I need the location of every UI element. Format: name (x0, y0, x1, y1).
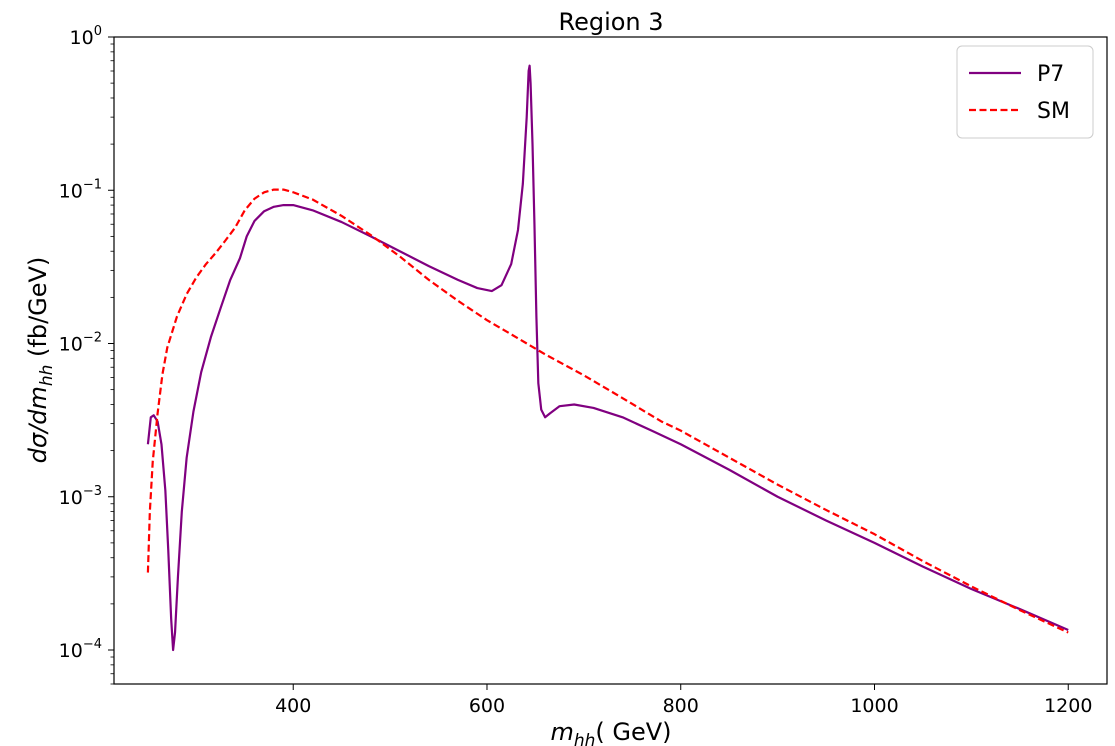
y-axis-label: dσ/dmhh (fb/GeV) (24, 257, 57, 464)
y-tick-exponent: −4 (83, 637, 102, 652)
legend-box (956, 45, 1094, 139)
y-tick-label: 10−3 (59, 484, 102, 509)
y-axis-label-main: dσ/dm (24, 386, 52, 463)
y-tick-exponent: 0 (94, 24, 102, 39)
chart-title: Region 3 (558, 8, 663, 36)
axes-frame (113, 36, 1108, 685)
x-tick-label: 400 (275, 695, 311, 717)
x-tick-label: 600 (469, 695, 505, 717)
y-tick-base: 10 (70, 27, 94, 49)
x-tick-label: 800 (663, 695, 699, 717)
y-tick-exponent: −2 (83, 331, 102, 346)
plot-area (146, 64, 1069, 652)
y-tick-label: 10−4 (59, 637, 102, 662)
legend-label-sm: SM (1037, 99, 1070, 124)
x-axis-label-rest: ( GeV) (595, 718, 671, 746)
y-tick-label: 10−2 (59, 331, 102, 356)
y-tick-label: 100 (70, 24, 102, 49)
x-axis-label-main: m (550, 718, 573, 746)
x-tick-label: 1000 (850, 695, 898, 717)
y-axis-label-sub: hh (37, 365, 57, 387)
x-axis-label: mhh( GeV) (550, 718, 671, 746)
series-line-sm (146, 188, 1069, 634)
y-tick-exponent: −1 (83, 177, 102, 192)
series-line-p7 (146, 64, 1069, 652)
y-tick-base: 10 (59, 640, 83, 662)
x-axis-label-sub: hh (574, 731, 596, 746)
y-tick-exponent: −3 (83, 484, 102, 499)
legend-label-p7: P7 (1037, 62, 1064, 87)
y-axis-label-rest: (fb/GeV) (24, 257, 52, 365)
y-tick-base: 10 (59, 180, 83, 202)
y-tick-label: 10−1 (59, 177, 102, 202)
x-axis: 400 600 800 1000 1200 (275, 684, 1092, 717)
y-tick-base: 10 (59, 334, 83, 356)
y-tick-base: 10 (59, 487, 83, 509)
legend: P7 SM (956, 45, 1094, 139)
x-tick-label: 1200 (1044, 695, 1092, 717)
